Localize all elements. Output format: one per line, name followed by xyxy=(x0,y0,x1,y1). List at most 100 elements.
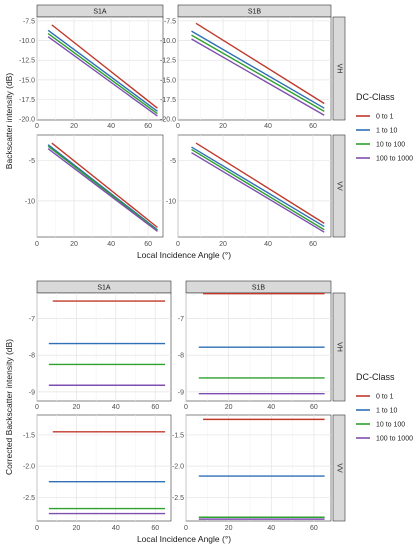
x-tick-label: 0 xyxy=(35,123,39,130)
y-tick-label: -17.5 xyxy=(19,97,35,104)
facet-strip-label: S1B xyxy=(252,285,266,292)
panel-s1a-vh xyxy=(36,292,172,402)
series-line-0-to-1 xyxy=(51,24,158,109)
x-tick-label: 0 xyxy=(35,404,39,411)
x-tick-label: 40 xyxy=(107,123,115,130)
legend-entry: 1 to 10 xyxy=(376,128,398,135)
legend-entry: 0 to 1 xyxy=(376,394,394,401)
series-line-100-to-1000 xyxy=(47,36,158,117)
y-tick-label: -5 xyxy=(29,158,35,165)
x-tick-label: 40 xyxy=(112,525,120,532)
x-axis-label: Local Incidence Angle (°) xyxy=(137,250,231,260)
panel-s1b-vv xyxy=(185,414,332,522)
facet-strip-label: S1B xyxy=(248,9,262,16)
y-tick-label: -15.0 xyxy=(19,77,35,84)
y-axis-label: Backscatter intensity (dB) xyxy=(4,73,14,170)
x-tick-label: 0 xyxy=(35,241,39,248)
facet-strip-vh-1 xyxy=(332,292,346,402)
x-tick-label: 60 xyxy=(151,404,159,411)
x-tick-label: 20 xyxy=(219,241,227,248)
y-tick-label: -1.5 xyxy=(23,432,35,439)
legend-entry: 10 to 100 xyxy=(376,422,405,429)
y-tick-label: -7.5 xyxy=(23,18,35,25)
panel-s1b-vv xyxy=(177,134,332,238)
x-tick-label: 0 xyxy=(184,525,188,532)
x-tick-label: 20 xyxy=(73,404,81,411)
x-tick-label: 40 xyxy=(107,241,115,248)
x-tick-label: 40 xyxy=(264,123,272,130)
x-tick-label: 60 xyxy=(144,241,152,248)
y-tick-label: -7.5 xyxy=(164,18,176,25)
facet-strip-label: VH xyxy=(336,64,343,74)
y-tick-label: -20.0 xyxy=(160,117,176,124)
series-line-10-to-100 xyxy=(191,148,325,231)
x-tick-label: 40 xyxy=(264,241,272,248)
x-tick-label: 60 xyxy=(151,525,159,532)
y-tick-label: -7 xyxy=(178,316,184,323)
legend-title: DC-Class xyxy=(356,372,395,382)
series-line-1-to-10 xyxy=(47,144,158,231)
x-tick-label: 60 xyxy=(310,525,318,532)
series-line-0-to-1 xyxy=(195,22,325,105)
x-tick-label: 0 xyxy=(176,123,180,130)
legend-title: DC-Class xyxy=(356,92,395,102)
series-line-10-to-100 xyxy=(191,34,325,112)
legend-entry: 10 to 100 xyxy=(376,142,405,149)
x-tick-label: 60 xyxy=(144,123,152,130)
legend-entry: 1 to 10 xyxy=(376,408,398,415)
panel-s1a-vv xyxy=(36,414,172,522)
series-line-100-to-1000 xyxy=(191,152,325,233)
x-tick-label: 20 xyxy=(70,123,78,130)
y-tick-label: -9 xyxy=(29,389,35,396)
y-tick-label: -9 xyxy=(178,389,184,396)
series-line-10-to-100 xyxy=(47,32,158,115)
y-tick-label: -17.5 xyxy=(160,97,176,104)
y-tick-label: -10.0 xyxy=(19,38,35,45)
x-tick-label: 20 xyxy=(225,404,233,411)
x-tick-label: 60 xyxy=(309,241,317,248)
y-tick-label: -5 xyxy=(170,158,176,165)
x-tick-label: 40 xyxy=(267,404,275,411)
series-line-10-to-100 xyxy=(47,145,158,232)
x-tick-label: 40 xyxy=(112,404,120,411)
x-tick-label: 60 xyxy=(310,404,318,411)
y-tick-label: -2.0 xyxy=(172,464,184,471)
y-tick-label: -8 xyxy=(29,353,35,360)
y-tick-label: -10 xyxy=(166,198,176,205)
facet-strip-label: VV xyxy=(336,463,343,473)
facet-strip-vv-1 xyxy=(332,414,346,522)
series-line-1-to-10 xyxy=(191,146,325,228)
y-tick-label: -2.5 xyxy=(23,495,35,502)
x-tick-label: 0 xyxy=(35,525,39,532)
series-line-100-to-1000 xyxy=(191,38,325,116)
y-axis-label: Corrected Backscatter intensity (dB) xyxy=(4,339,14,475)
x-tick-label: 20 xyxy=(219,123,227,130)
facet-strip-label: S1A xyxy=(97,285,111,292)
y-tick-label: -7 xyxy=(29,316,35,323)
facet-strip-label: S1A xyxy=(93,9,107,16)
y-tick-label: -1.5 xyxy=(172,432,184,439)
y-tick-label: -8 xyxy=(178,353,184,360)
series-line-0-to-1 xyxy=(195,142,325,224)
y-tick-label: -2.0 xyxy=(23,464,35,471)
y-tick-label: -10.0 xyxy=(160,38,176,45)
y-tick-label: -12.5 xyxy=(160,58,176,65)
y-tick-label: -20.0 xyxy=(19,117,35,124)
y-tick-label: -12.5 xyxy=(19,58,35,65)
x-tick-label: 20 xyxy=(70,241,78,248)
y-tick-label: -10 xyxy=(25,198,35,205)
y-tick-label: -2.5 xyxy=(172,495,184,502)
legend-entry: 100 to 1000 xyxy=(376,436,413,443)
series-line-100-to-1000 xyxy=(47,148,158,232)
x-tick-label: 20 xyxy=(225,525,233,532)
series-line-0-to-1 xyxy=(51,142,158,228)
x-tick-label: 0 xyxy=(176,241,180,248)
facet-strip-label: VV xyxy=(336,181,343,191)
x-tick-label: 60 xyxy=(309,123,317,130)
y-tick-label: -15.0 xyxy=(160,77,176,84)
series-line-1-to-10 xyxy=(47,29,158,112)
facet-strip-label: VH xyxy=(336,342,343,352)
x-tick-label: 40 xyxy=(267,525,275,532)
x-axis-label: Local Incidence Angle (°) xyxy=(137,534,231,544)
